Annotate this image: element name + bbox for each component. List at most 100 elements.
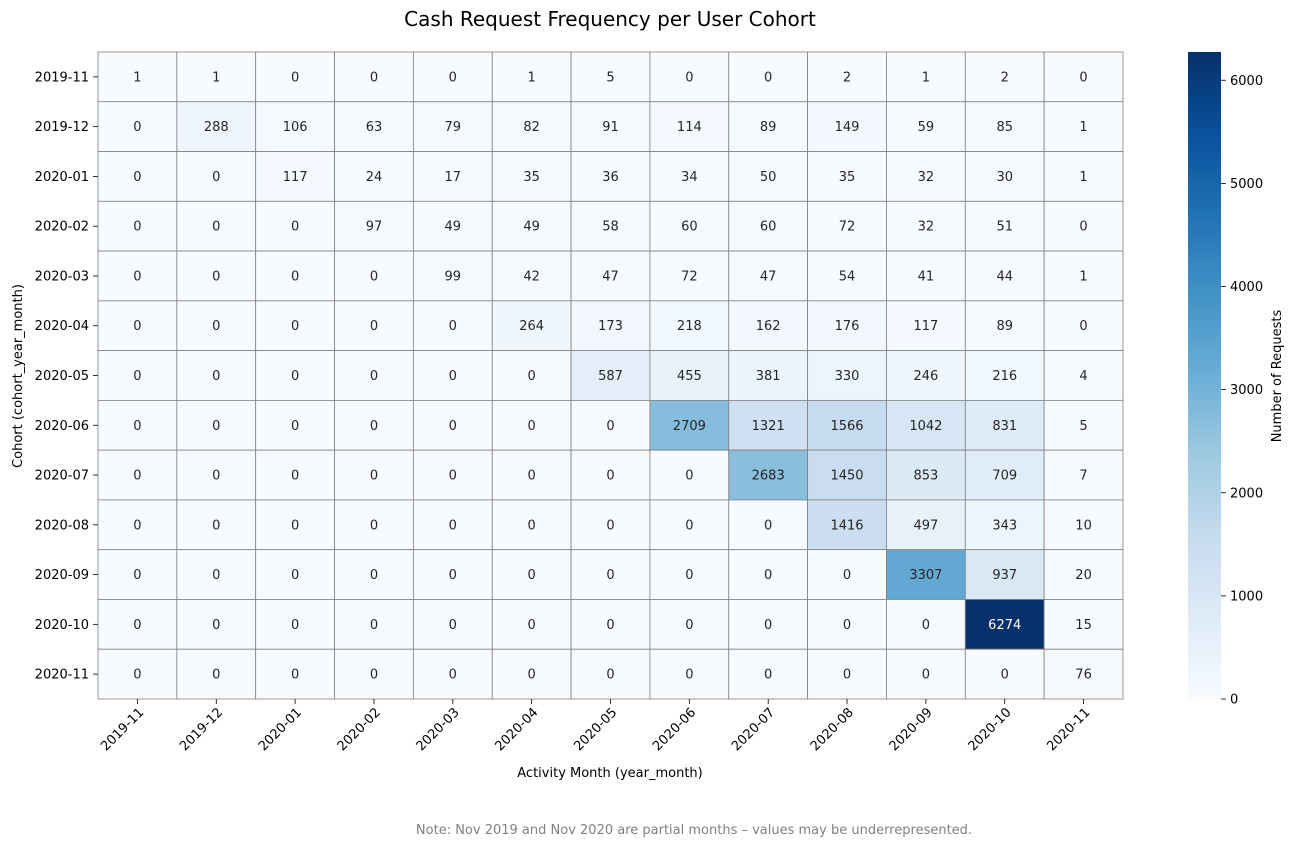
heatmap-cell — [807, 200, 887, 252]
cell-value-label: 7 — [1079, 469, 1087, 484]
cell-value-label: 1 — [212, 70, 220, 85]
y-axis-label: Cohort (cohort_year_month) — [11, 284, 26, 468]
cell-value-label: 0 — [685, 469, 693, 484]
y-tick-label: 2020-02 — [35, 220, 89, 235]
heatmap-cell — [412, 599, 493, 650]
heatmap-cell — [649, 599, 730, 650]
cell-value-label: 72 — [681, 269, 698, 284]
heatmap-cell — [334, 350, 414, 401]
cell-value-label: 1 — [528, 70, 536, 85]
y-tick-label: 2020-10 — [35, 618, 89, 633]
cell-value-label: 2683 — [752, 469, 785, 484]
cell-value-label: 0 — [212, 518, 220, 533]
cell-value-label: 0 — [922, 668, 930, 683]
heatmap-cell — [1043, 599, 1124, 650]
cell-value-label: 72 — [839, 220, 856, 235]
heatmap-cells — [97, 51, 1124, 700]
cell-value-label: 99 — [445, 269, 462, 284]
cell-value-label: 381 — [756, 369, 781, 384]
colorbar-gradient — [1188, 52, 1221, 699]
cell-value-label: 162 — [756, 319, 781, 334]
cell-value-label: 0 — [212, 419, 220, 434]
cell-value-label: 59 — [918, 120, 935, 135]
heatmap-cell — [807, 101, 887, 152]
colorbar-tick-label: 1000 — [1230, 589, 1263, 604]
cell-value-label: 89 — [760, 120, 777, 135]
cell-value-label: 47 — [760, 269, 777, 284]
heatmap-cell — [728, 200, 809, 252]
heatmap-cell — [334, 51, 414, 103]
heatmap-cell — [412, 300, 493, 352]
cell-value-label: 63 — [366, 120, 383, 135]
cell-value-label: 5 — [1079, 419, 1087, 434]
cell-value-label: 0 — [370, 469, 378, 484]
heatmap-cell — [176, 499, 257, 551]
cell-value-label: 0 — [685, 618, 693, 633]
heatmap-cell — [97, 399, 178, 451]
y-tick-label: 2019-11 — [35, 70, 89, 85]
cell-value-label: 4 — [1079, 369, 1087, 384]
cell-value-label: 6274 — [988, 618, 1021, 633]
cell-value-label: 0 — [212, 170, 220, 185]
heatmap-cell — [728, 101, 809, 152]
heatmap-cell — [491, 200, 572, 252]
cell-value-label: 0 — [291, 319, 299, 334]
cell-value-label: 44 — [996, 269, 1013, 284]
x-tick-label: 2020-01 — [256, 705, 305, 754]
heatmap-cell — [334, 399, 414, 451]
cell-value-label: 5 — [606, 70, 614, 85]
cell-value-label: 3307 — [909, 568, 942, 583]
cell-value-label: 0 — [291, 220, 299, 235]
cell-value-label: 0 — [291, 419, 299, 434]
heatmap-cell — [255, 250, 335, 302]
heatmap-cell — [570, 449, 651, 501]
cell-value-label: 0 — [764, 568, 772, 583]
cell-value-label: 0 — [370, 319, 378, 334]
cell-value-label: 0 — [606, 618, 614, 633]
heatmap-cell — [570, 200, 651, 252]
heatmap-cell — [728, 499, 809, 551]
cell-value-label: 0 — [133, 319, 141, 334]
cell-value-label: 0 — [291, 369, 299, 384]
cell-value-label: 264 — [519, 319, 544, 334]
cell-value-label: 2709 — [673, 419, 706, 434]
heatmap-cell — [886, 151, 966, 202]
heatmap-cell — [728, 151, 809, 202]
cell-value-label: 246 — [913, 369, 938, 384]
cell-value-label: 0 — [606, 668, 614, 683]
cell-value-label: 0 — [133, 170, 141, 185]
cell-value-label: 288 — [204, 120, 229, 135]
y-tick-label: 2020-03 — [35, 269, 89, 284]
cell-value-label: 1 — [133, 70, 141, 85]
cell-value-label: 0 — [133, 369, 141, 384]
cell-value-label: 1416 — [830, 518, 863, 533]
cell-value-label: 0 — [764, 668, 772, 683]
heatmap-cell — [1043, 549, 1124, 600]
heatmap-cell — [886, 350, 966, 401]
heatmap-cell — [886, 449, 966, 501]
heatmap-cell — [728, 250, 809, 302]
cell-value-label: 0 — [449, 319, 457, 334]
heatmap-cell — [255, 101, 335, 152]
x-tick-label: 2019-11 — [98, 705, 147, 754]
x-tick-label: 2020-02 — [335, 705, 384, 754]
heatmap-cell — [964, 200, 1045, 252]
heatmap-cell — [964, 549, 1045, 600]
cell-value-label: 0 — [370, 568, 378, 583]
cell-value-label: 0 — [212, 319, 220, 334]
cell-value-label: 709 — [992, 469, 1017, 484]
colorbar-tick-label: 6000 — [1230, 74, 1263, 89]
heatmap-cell — [334, 499, 414, 551]
heatmap-cell — [412, 499, 493, 551]
heatmap-cell — [97, 151, 178, 202]
heatmap-cell — [412, 399, 493, 451]
heatmap-cell — [649, 300, 730, 352]
cell-value-label: 24 — [366, 170, 383, 185]
cell-value-label: 54 — [839, 269, 856, 284]
heatmap-cell — [176, 549, 257, 600]
heatmap-cell — [807, 300, 887, 352]
cell-value-label: 0 — [449, 668, 457, 683]
heatmap-cell — [97, 350, 178, 401]
x-tick-label: 2020-03 — [414, 705, 463, 754]
heatmap-cell — [334, 549, 414, 600]
